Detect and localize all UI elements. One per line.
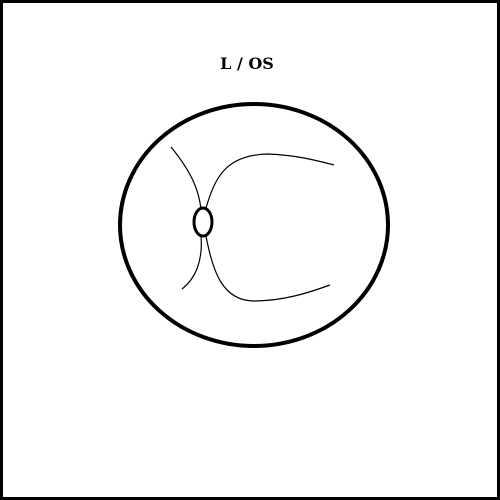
fundus-diagram xyxy=(118,102,390,348)
fundus-outline xyxy=(118,102,390,348)
eye-label: L / OS xyxy=(220,54,274,73)
optic-disc xyxy=(192,206,214,238)
inferior-nasal-vessel xyxy=(181,235,202,290)
superior-temporal-vessel xyxy=(205,153,335,209)
fundus-diagram-frame: L / OS xyxy=(3,3,497,497)
inferior-temporal-vessel xyxy=(205,235,331,302)
superior-nasal-vessel xyxy=(170,146,202,210)
